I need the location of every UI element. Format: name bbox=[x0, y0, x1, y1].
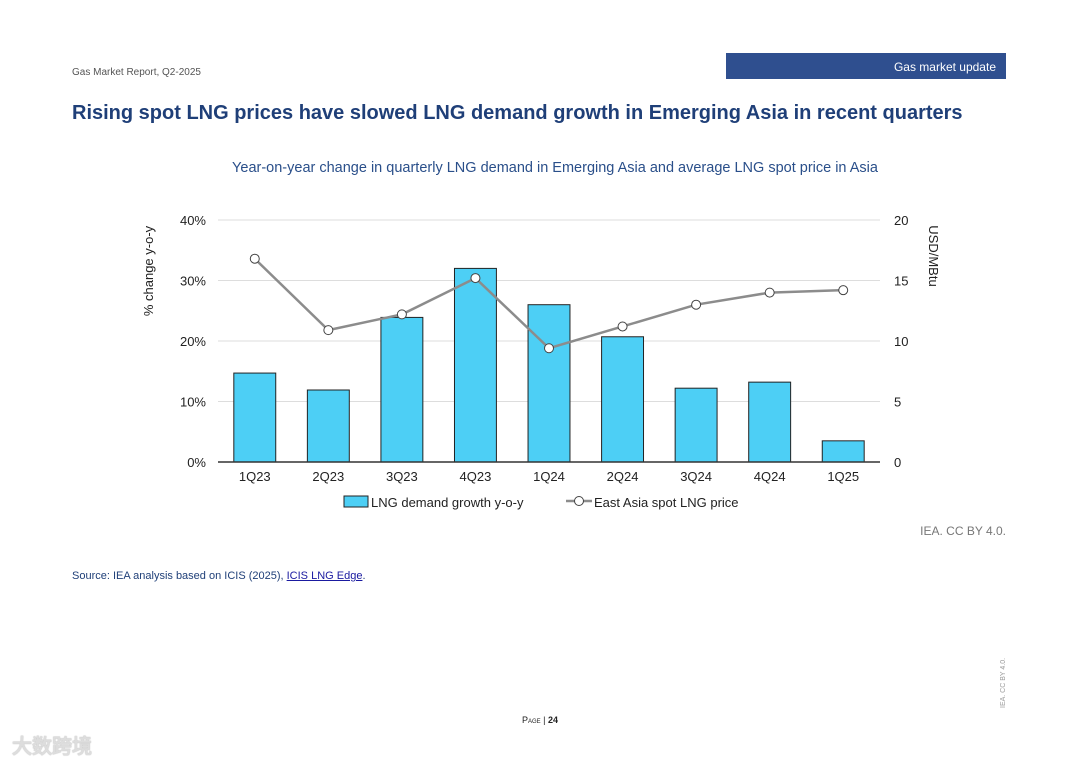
page-value: 24 bbox=[548, 715, 559, 725]
y2-tick-label: 15 bbox=[894, 274, 908, 289]
y-tick-label: 30% bbox=[180, 274, 206, 289]
page-number: Page | 24 bbox=[0, 715, 1080, 725]
page-title: Rising spot LNG prices have slowed LNG d… bbox=[72, 102, 963, 124]
x-tick-label: 2Q24 bbox=[607, 469, 639, 484]
y-tick-label: 0% bbox=[187, 455, 206, 470]
source-link[interactable]: ICIS LNG Edge bbox=[286, 570, 363, 582]
bar bbox=[601, 336, 645, 463]
x-tick-label: 3Q23 bbox=[386, 469, 418, 484]
source-end: . bbox=[362, 570, 366, 582]
y-tick-label: 10% bbox=[180, 395, 206, 410]
x-tick-label: 1Q25 bbox=[827, 469, 859, 484]
chart: 0% 10% 20% 30% 40% 0 5 10 15 20 % change y-o-y USD/… bbox=[141, 213, 941, 510]
price-point bbox=[691, 299, 702, 310]
y2-tick-label: 20 bbox=[894, 213, 908, 228]
bar bbox=[453, 267, 497, 463]
y-tick-label: 40% bbox=[180, 213, 206, 228]
bar bbox=[380, 316, 424, 463]
page-sep: | bbox=[540, 715, 548, 725]
bar bbox=[527, 304, 571, 463]
bar bbox=[306, 389, 350, 463]
legend-swatch-bars bbox=[343, 495, 369, 508]
price-point bbox=[323, 325, 334, 336]
page-label: Page bbox=[521, 715, 541, 725]
legend-label-bars: LNG demand growth y-o-y bbox=[371, 495, 524, 510]
x-tick-label: 3Q24 bbox=[680, 469, 712, 484]
report-name: Gas Market Report, Q2-2025 bbox=[72, 67, 201, 78]
credit: IEA. CC BY 4.0. bbox=[920, 524, 1006, 538]
y-axis-label: % change y-o-y bbox=[141, 225, 156, 316]
x-tick-label: 4Q23 bbox=[460, 469, 492, 484]
price-point bbox=[838, 285, 849, 296]
legend-label-line: East Asia spot LNG price bbox=[594, 495, 739, 510]
watermark-logo: 大数跨境 bbox=[12, 736, 92, 758]
price-point bbox=[396, 309, 407, 320]
y2-tick-label: 5 bbox=[894, 395, 901, 410]
x-tick-label: 4Q24 bbox=[754, 469, 786, 484]
price-point bbox=[249, 253, 260, 264]
y2-tick-label: 0 bbox=[894, 455, 901, 470]
bar bbox=[821, 440, 865, 463]
x-tick-label: 1Q23 bbox=[239, 469, 271, 484]
legend-marker-line bbox=[574, 496, 584, 506]
bar bbox=[674, 387, 718, 463]
price-point bbox=[544, 343, 554, 354]
source-text: Source: IEA analysis based on ICIS (2025… bbox=[72, 570, 287, 582]
y-tick-label: 20% bbox=[180, 334, 206, 349]
y2-axis-label: USD/MBtu bbox=[926, 225, 941, 286]
section-banner: Gas market update bbox=[726, 53, 1006, 79]
price-point bbox=[617, 321, 628, 332]
chart-title: Year-on-year change in quarterly LNG dem… bbox=[232, 160, 878, 176]
price-point bbox=[764, 287, 775, 298]
bar bbox=[233, 372, 277, 463]
x-tick-label: 1Q24 bbox=[533, 469, 565, 484]
source-note: Source: IEA analysis based on ICIS (2025… bbox=[72, 570, 366, 582]
bar bbox=[748, 381, 792, 463]
x-tick-label: 2Q23 bbox=[312, 469, 344, 484]
vertical-credit: IEA. CC BY 4.0. bbox=[1000, 657, 1007, 708]
y2-tick-label: 10 bbox=[894, 334, 908, 349]
price-point bbox=[470, 273, 481, 284]
